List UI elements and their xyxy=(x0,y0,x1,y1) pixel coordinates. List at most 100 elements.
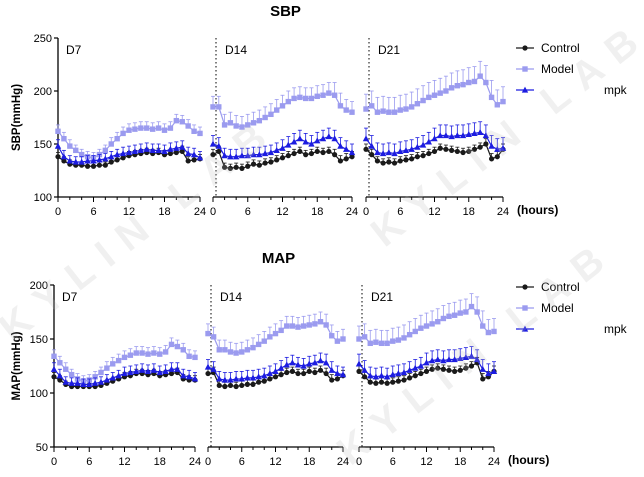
data-point xyxy=(435,319,441,325)
data-point xyxy=(429,366,435,372)
data-point xyxy=(279,103,286,109)
data-point xyxy=(144,368,152,374)
x-tick-label: 12 xyxy=(118,456,130,468)
data-point xyxy=(284,369,290,376)
y-tick-label: 100 xyxy=(30,388,48,400)
data-point xyxy=(373,380,379,386)
data-point xyxy=(60,153,68,160)
data-point xyxy=(401,335,407,341)
data-point xyxy=(442,132,450,139)
data-point xyxy=(133,350,139,356)
data-point xyxy=(384,340,390,347)
data-point xyxy=(90,163,97,169)
data-point xyxy=(222,383,228,390)
data-point xyxy=(73,147,79,154)
series-model xyxy=(205,311,346,356)
data-point xyxy=(155,146,162,153)
y-tick-label: 50 xyxy=(36,442,48,454)
data-point xyxy=(328,366,335,373)
series-control xyxy=(356,356,497,386)
x-tick-label: 0 xyxy=(210,206,216,218)
data-point xyxy=(408,145,415,152)
data-point xyxy=(451,356,458,363)
data-point xyxy=(372,373,380,380)
data-point xyxy=(205,370,211,377)
data-point xyxy=(395,370,402,377)
data-point xyxy=(326,148,332,155)
data-point xyxy=(273,146,280,153)
data-point xyxy=(244,374,251,381)
data-point xyxy=(457,367,463,373)
data-point xyxy=(431,92,438,98)
chart-title: SBP xyxy=(270,3,301,20)
data-point xyxy=(244,347,251,353)
data-point xyxy=(173,149,179,156)
data-point xyxy=(109,374,116,381)
data-point xyxy=(361,366,368,373)
data-point xyxy=(391,150,398,157)
x-tick-label: 12 xyxy=(428,206,440,218)
data-point xyxy=(245,122,251,128)
y-tick-label: 250 xyxy=(34,33,52,45)
data-point xyxy=(471,130,478,136)
data-point xyxy=(250,381,256,387)
data-point xyxy=(367,372,374,379)
data-point xyxy=(114,157,120,163)
data-point xyxy=(317,367,324,373)
data-point xyxy=(232,375,240,382)
x-tick-label: 6 xyxy=(245,206,251,218)
data-point xyxy=(423,368,430,374)
data-point xyxy=(197,130,203,137)
data-point xyxy=(412,328,418,335)
data-point xyxy=(279,144,286,151)
data-point xyxy=(471,78,478,85)
data-point xyxy=(179,143,186,150)
data-point xyxy=(108,153,115,160)
data-point xyxy=(108,159,114,165)
data-point xyxy=(216,375,223,382)
data-point xyxy=(119,150,127,157)
data-point xyxy=(161,148,168,155)
y-axis-label: SBP(mmHg) xyxy=(11,84,23,151)
data-point xyxy=(406,366,413,373)
data-point xyxy=(227,153,234,160)
data-point xyxy=(325,133,333,140)
data-point xyxy=(429,321,435,327)
data-point xyxy=(227,165,233,171)
data-point xyxy=(485,370,492,377)
data-point xyxy=(362,135,370,142)
data-point xyxy=(380,160,386,166)
data-point xyxy=(397,158,403,164)
data-point xyxy=(457,310,463,316)
series-mpk xyxy=(362,121,507,157)
data-point xyxy=(61,158,67,164)
data-point xyxy=(386,159,392,165)
data-point xyxy=(84,163,91,169)
x-tick-label: 6 xyxy=(397,206,403,218)
x-tick-label: 24 xyxy=(497,206,509,218)
data-point xyxy=(454,132,461,139)
data-point xyxy=(290,138,298,145)
data-point xyxy=(374,149,381,156)
legend-entry-mpk: mpk xyxy=(516,322,628,336)
data-point xyxy=(480,323,486,329)
data-point xyxy=(167,150,174,157)
data-point xyxy=(51,374,57,380)
panel-d21: 0 6 12 18 24 D21 xyxy=(362,38,509,218)
data-point xyxy=(320,92,326,98)
panel-d7: 0 6 12 18 24 D7 xyxy=(50,290,201,468)
data-point xyxy=(440,357,447,364)
data-point xyxy=(210,152,216,158)
data-point xyxy=(57,360,63,366)
data-point xyxy=(425,138,432,145)
data-point xyxy=(418,325,424,331)
map-chart: MAP MAP(mmHg) 50 100 150 200 (hours) 0 6 12 18 24 D7… xyxy=(11,250,628,468)
data-point xyxy=(179,119,185,125)
x-tick-label: 24 xyxy=(488,456,500,468)
data-point xyxy=(337,103,344,109)
data-point xyxy=(250,120,257,126)
chart-title: MAP xyxy=(262,250,295,267)
data-point xyxy=(184,150,192,157)
data-point xyxy=(191,375,199,382)
data-point xyxy=(500,98,506,105)
